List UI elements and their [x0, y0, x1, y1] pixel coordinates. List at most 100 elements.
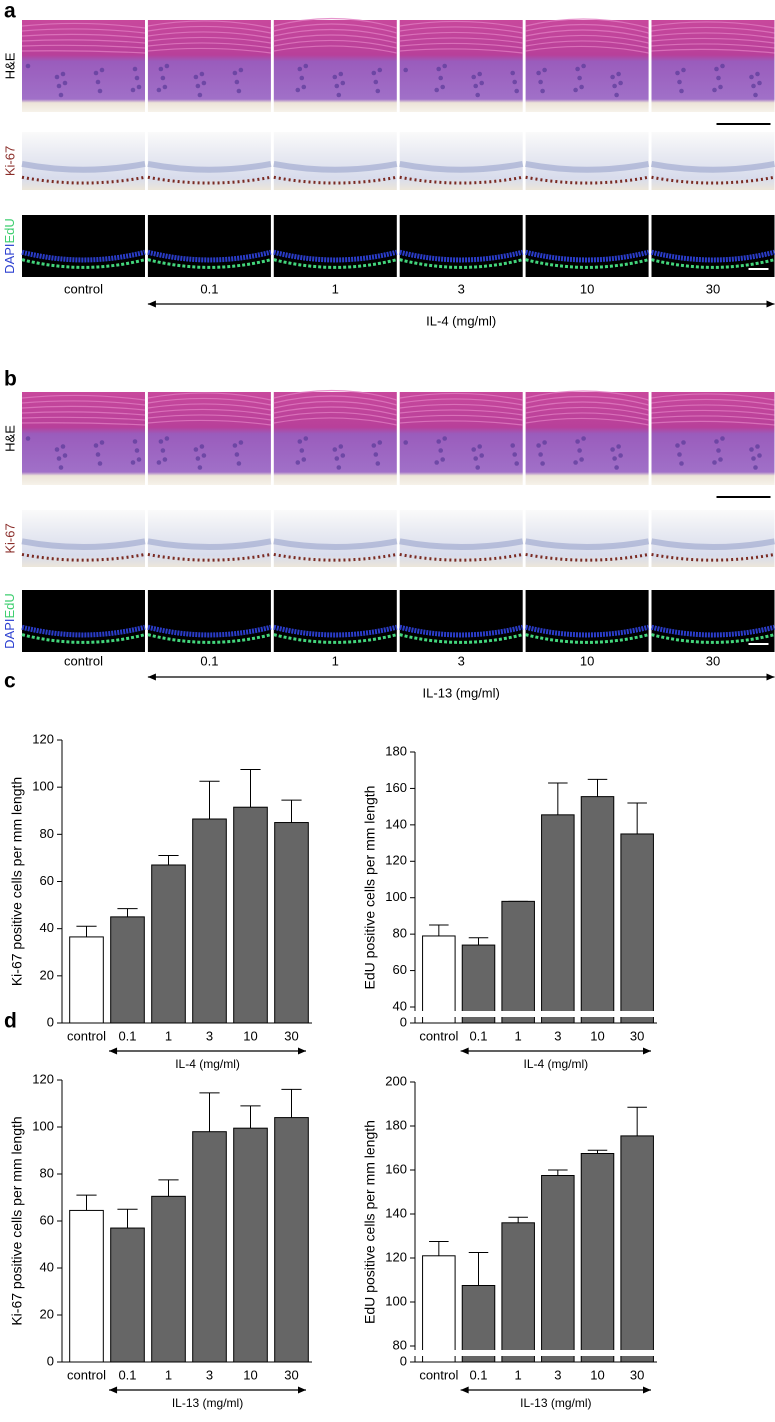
he-nucleus [56, 83, 62, 89]
he-nucleus [538, 79, 543, 85]
he-nucleus [371, 70, 377, 76]
y-tick-label: 80 [393, 926, 407, 941]
he-nucleus [132, 66, 138, 72]
edu-layer [525, 633, 649, 644]
he-nucleus [477, 71, 483, 77]
he-nucleus [755, 444, 760, 449]
bar [501, 1222, 535, 1363]
x-axis-label: IL-13 (mg/ml) [520, 1396, 591, 1410]
he-nucleus [156, 87, 162, 93]
he-nucleus [54, 74, 60, 80]
ki67-layer [525, 538, 650, 551]
he-stripe [273, 39, 397, 49]
he-nucleus [618, 80, 623, 86]
ki67-image [651, 510, 775, 567]
he-stripe [525, 401, 649, 411]
he-nucleus [338, 444, 344, 449]
row-label-dapi: DAPI [2, 243, 17, 273]
ki67-layer [525, 160, 650, 173]
bar-chart: 080 100 120 140 160 180 200 control 0.1 1 3 10 30 IL-… [362, 1073, 659, 1410]
he-nucleus [336, 465, 342, 470]
he-nucleus [716, 75, 721, 81]
he-nucleus [573, 460, 578, 465]
he-stripe [399, 403, 523, 411]
he-stripe [525, 412, 649, 421]
bar [580, 796, 615, 1024]
bar [110, 1227, 145, 1363]
tile-column [273, 389, 398, 652]
he-nucleus [158, 439, 164, 444]
he-nucleus [677, 452, 682, 457]
he-stripe [651, 415, 775, 421]
treatment-label: IL-4 (mg/ml) [426, 313, 496, 328]
y-tick-label: 120 [32, 731, 54, 746]
bar [501, 900, 535, 1024]
he-nucleus [340, 453, 346, 458]
he-nucleus [95, 79, 101, 85]
he-nucleus [297, 439, 303, 444]
x-tick-label: 10 [243, 1367, 257, 1382]
he-nucleus [436, 439, 442, 444]
x-tick-label: control [419, 1367, 458, 1382]
he-nucleus [403, 440, 409, 445]
x-arrow [460, 1386, 651, 1394]
he-nucleus [303, 63, 309, 69]
he-nucleus [236, 461, 242, 466]
ki67-image [525, 510, 649, 567]
ki67-dots [651, 175, 775, 185]
he-nucleus [579, 84, 584, 90]
y-tick-label: 0 [400, 1353, 407, 1368]
dapi-layer [273, 249, 398, 263]
ki67-dots [147, 175, 272, 185]
he-stripe [147, 419, 271, 426]
he-nucleus [514, 88, 519, 94]
he-nucleus [156, 460, 162, 465]
he-nucleus [25, 63, 31, 69]
he-nucleus [199, 71, 205, 77]
x-tick-label: 3 [206, 1028, 213, 1043]
x-tick-label: 0.1 [118, 1367, 136, 1382]
he-nucleus [575, 439, 580, 444]
x-tick-label: 0.1 [118, 1028, 136, 1043]
he-nucleus [542, 440, 547, 445]
he-stripe [147, 42, 271, 49]
he-nucleus [295, 460, 301, 465]
he-stripe [21, 422, 146, 426]
he-stripe [21, 50, 146, 54]
he-stripe [147, 36, 271, 44]
treatment-arrow [147, 673, 775, 681]
edu-layer [21, 633, 146, 644]
he-nucleus [377, 440, 383, 445]
dapi-layer [273, 624, 398, 638]
he-nucleus [614, 92, 619, 98]
bar [274, 1117, 309, 1363]
x-tick-label: 10 [243, 1028, 257, 1043]
dose-label: 10 [580, 653, 594, 668]
he-stripe [21, 411, 146, 416]
he-stripe [525, 390, 649, 401]
he-nucleus [295, 87, 301, 93]
x-tick-label: 0.1 [469, 1028, 487, 1043]
y-tick-label: 0 [400, 1014, 407, 1029]
bar [69, 1209, 104, 1363]
row-label: Ki-67 [2, 523, 17, 553]
dose-label: 0.1 [200, 281, 218, 296]
y-tick-label: 180 [385, 743, 407, 758]
he-stripe [651, 21, 775, 29]
he-stripe [525, 417, 649, 426]
he-stripe [651, 393, 775, 401]
he-nucleus [195, 83, 201, 89]
he-stripe [21, 22, 146, 29]
arrow-head [147, 300, 156, 308]
he-nucleus [751, 456, 756, 461]
he-nucleus [197, 92, 203, 98]
he-nucleus [471, 74, 477, 80]
ki67-layer [650, 160, 775, 173]
tile-column [399, 392, 524, 652]
y-tick-label: 200 [385, 1073, 407, 1088]
bar [233, 806, 268, 1024]
y-axis-label: EdU positive cells per mm length [362, 1120, 378, 1324]
x-arrow [460, 1047, 651, 1055]
he-stripe [21, 28, 146, 34]
he-nucleus [93, 70, 99, 76]
